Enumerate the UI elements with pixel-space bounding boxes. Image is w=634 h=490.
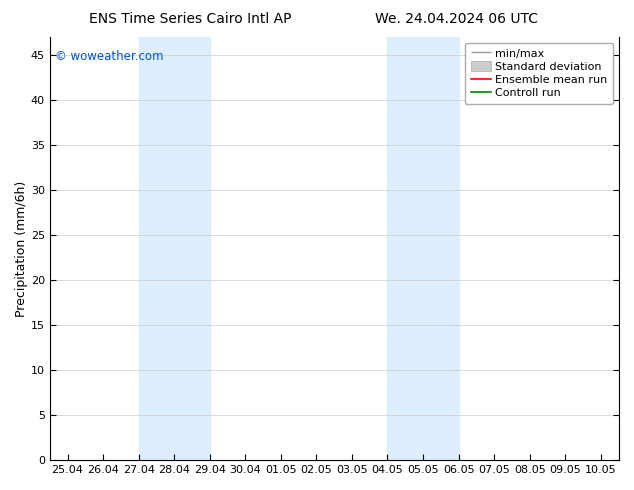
Bar [387, 37, 458, 460]
Bar [139, 37, 210, 460]
Y-axis label: Precipitation (mm/6h): Precipitation (mm/6h) [15, 180, 28, 317]
Text: We. 24.04.2024 06 UTC: We. 24.04.2024 06 UTC [375, 12, 538, 26]
Text: © woweather.com: © woweather.com [55, 50, 164, 63]
Text: ENS Time Series Cairo Intl AP: ENS Time Series Cairo Intl AP [89, 12, 292, 26]
Legend: min/max, Standard deviation, Ensemble mean run, Controll run: min/max, Standard deviation, Ensemble me… [465, 43, 613, 104]
